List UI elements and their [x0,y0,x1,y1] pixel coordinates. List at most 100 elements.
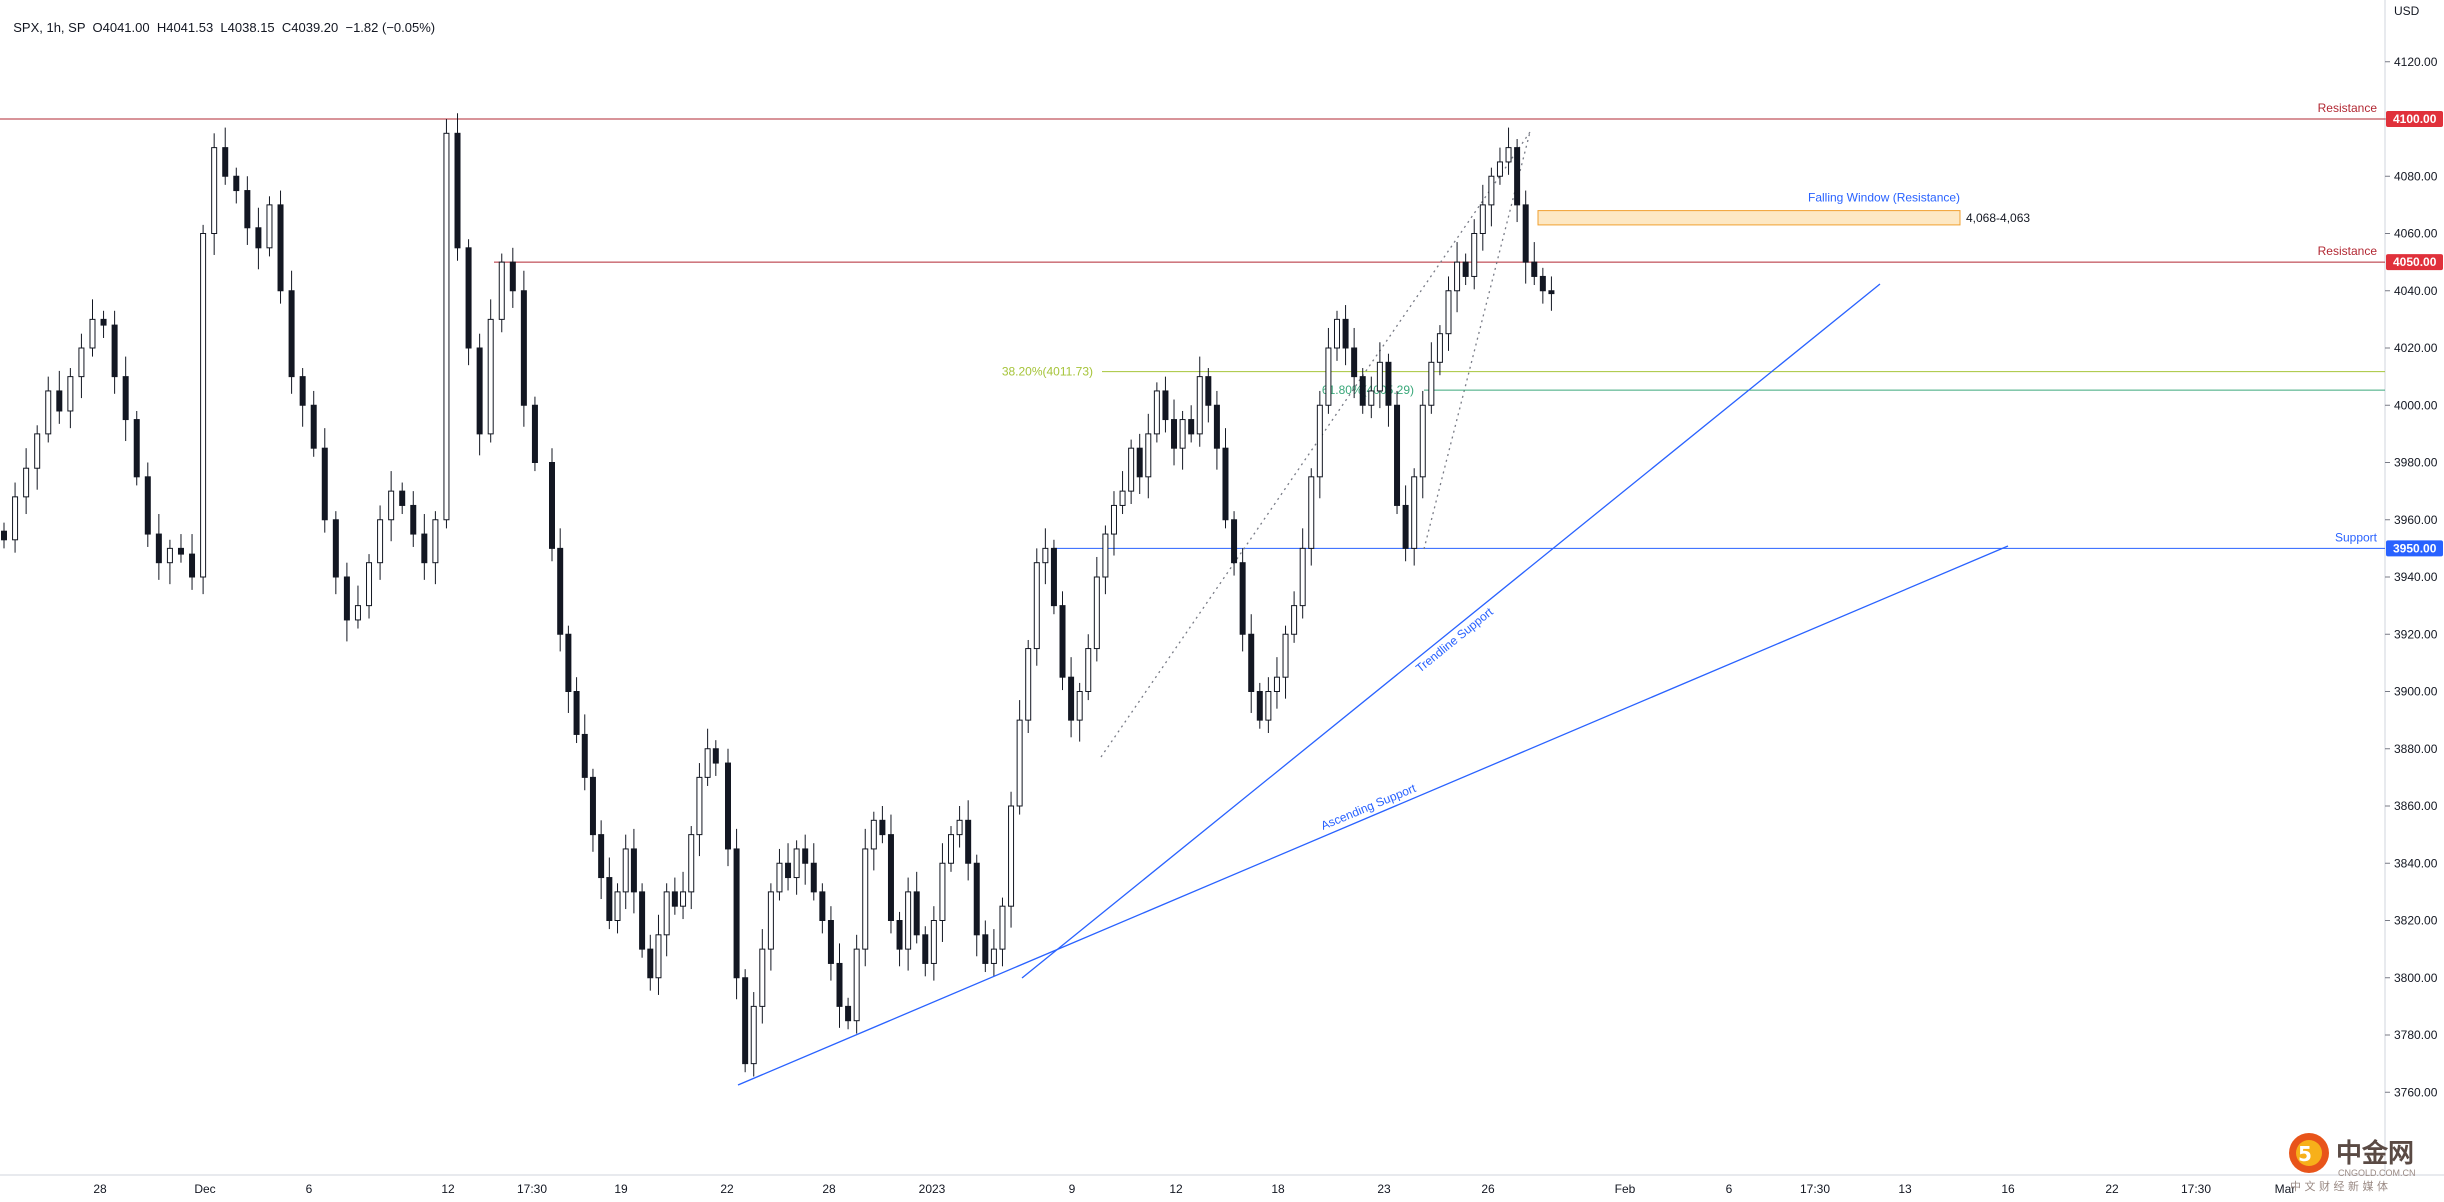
candle-body [827,920,834,964]
candle-body [1531,261,1538,277]
x-tick-label: 17:30 [517,1182,547,1196]
candle-body [1153,390,1160,435]
x-tick-label: Feb [1615,1182,1636,1196]
x-tick-label: 12 [1169,1182,1183,1196]
level-name: Support [2335,530,2378,544]
candle-body [388,490,395,521]
candle-body [663,891,670,936]
x-tick-label: Dec [194,1182,215,1196]
candle-body [332,519,339,578]
candle-body [655,934,662,979]
candle-body [1145,433,1152,478]
candle-body [354,605,361,621]
fib-retracement-tool[interactable] [1100,131,1531,758]
candle-body [266,204,273,249]
candle-body [443,132,450,521]
fib-dotted-line-a[interactable] [1100,131,1531,758]
candle-body [704,748,711,778]
trendline-support-line[interactable] [1021,283,1881,979]
watermark-logo-inner [2296,1140,2322,1166]
candle-body [1282,633,1289,678]
candle-body [1333,318,1340,349]
x-tick-label: 28 [93,1182,107,1196]
y-tick-label: 3880.00 [2394,742,2438,756]
candle-body [410,504,417,535]
candle-body [922,934,929,964]
candle-body [614,891,621,921]
candle-body [887,834,894,921]
candle-body [288,290,295,378]
y-tick-label: 3900.00 [2394,685,2438,699]
candle-body [1505,147,1512,163]
candle-body [177,547,184,555]
candle-body [1213,404,1220,449]
x-tick-label: 22 [720,1182,734,1196]
candle-body [454,132,461,249]
y-tick-label: 4080.00 [2394,169,2438,183]
candle-body [1479,204,1486,234]
candle-body [377,519,384,564]
candle-body [189,553,196,578]
y-tick-label: 4000.00 [2394,398,2438,412]
y-tick-label: 4020.00 [2394,341,2438,355]
candle-body [1179,419,1186,449]
candlesticks [1,113,1555,1077]
candle-body [34,433,41,469]
candle-body [255,227,262,249]
candle-body [639,891,646,950]
candle-body [133,419,140,478]
x-tick-label: 12 [441,1182,455,1196]
candle-body [776,862,783,893]
ascending-support-line[interactable] [737,545,2009,1086]
horizontal-levels: Resistance 4100.00 Resistance 4050.00 Suppor… [0,101,2443,557]
candle-body [712,748,719,764]
candle-body [531,404,538,463]
candle-body [487,318,494,435]
candle-body [810,862,817,893]
candle-body [1514,147,1521,206]
y-tick-label: 3940.00 [2394,570,2438,584]
candle-body [1428,361,1435,406]
x-tick-label: 17:30 [1800,1182,1830,1196]
candle-body [1496,161,1503,177]
currency-label: USD [2394,4,2420,18]
candle-body [111,324,118,378]
price-badge-label: 4050.00 [2393,255,2437,269]
candle-body [1136,447,1143,478]
candle-body [509,261,516,292]
y-tick-label: 3960.00 [2394,513,2438,527]
candle-body [549,462,555,549]
candle-body [742,977,749,1065]
candle-body [1299,547,1306,607]
y-tick-label: 3980.00 [2394,456,2438,470]
zone-rect[interactable] [1537,210,1961,226]
candle-body [1068,676,1075,721]
candle-body [343,576,350,621]
x-tick-label: 23 [1377,1182,1391,1196]
candle-body [1205,376,1212,406]
candle-body [1436,333,1443,363]
candle-body [688,834,695,893]
candle-body [1033,562,1040,650]
candle-body [1085,648,1092,692]
y-tick-label: 3760.00 [2394,1085,2438,1099]
candle-body [1394,404,1401,506]
candle-body [1368,390,1375,406]
candle-body [1119,490,1126,506]
candle-body [1162,390,1169,421]
zone-title: Falling Window (Resistance) [1808,191,1960,205]
candle-body [733,848,740,979]
candle-body [982,934,989,964]
x-tick-label: 2023 [919,1182,946,1196]
x-tick-label: 17:30 [2181,1182,2211,1196]
candle-body [310,404,317,449]
x-tick-label: Mar [2275,1182,2296,1196]
candle-body [879,819,886,836]
candle-body [1325,347,1332,406]
candle-body [965,819,972,864]
falling-window-zone[interactable]: Falling Window (Resistance) 4,068-4,063 [1537,191,2030,226]
y-tick-label: 3860.00 [2394,799,2438,813]
candle-body [630,848,637,893]
x-tick-label: 28 [822,1182,836,1196]
